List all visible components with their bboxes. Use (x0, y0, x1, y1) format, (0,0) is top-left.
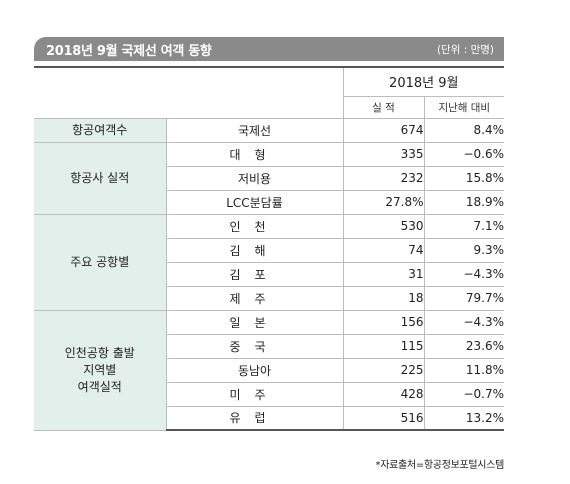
table-row: 김해 74 9.3% (34, 238, 505, 263)
group-label-line: 항공여객수 (72, 122, 128, 137)
group-label-line: 주요 공항별 (70, 254, 130, 269)
actual-value: 428 (343, 382, 425, 407)
actual-value: 18 (343, 286, 425, 311)
table-title-bar: 2018년 9월 국제선 여객 동향 (단위 : 만명) (34, 37, 504, 61)
row-label: 동남아 (165, 358, 344, 383)
group-label: 주요 공항별 (34, 214, 166, 311)
actual-value: 31 (343, 262, 425, 287)
group-label-line: 인천공항 출발 (64, 345, 135, 360)
table-row: 저비용 232 15.8% (34, 166, 505, 191)
group-label: 항공여객수 (34, 118, 166, 143)
table-row: 항공사 실적 대형 335 −0.6% (34, 142, 505, 215)
table-row: 항공여객수 국제선 674 8.4% (34, 118, 505, 143)
actual-value: 335 (343, 142, 425, 167)
actual-value: 674 (343, 118, 425, 143)
row-label: 김포 (165, 262, 344, 287)
yoy-change-value: 7.1% (424, 214, 505, 239)
table-row: 김포 31 −4.3% (34, 262, 505, 287)
group-label-line: 항공사 실적 (70, 170, 130, 185)
yoy-change-value: 8.4% (424, 118, 505, 143)
actual-column-header: 실 적 (342, 96, 424, 119)
table-row: 미주 428 −0.7% (34, 382, 505, 407)
row-label: 제주 (165, 286, 344, 311)
table-body: 항공여객수 국제선 674 8.4% 항공사 실적 대형 335 −0.6% 저비용 232 15.… (34, 118, 505, 431)
unit-note: (단위 : 만명) (436, 43, 494, 56)
group-label-line: 여객실적 (77, 379, 122, 394)
yoy-change-value: −0.7% (424, 382, 505, 407)
yoy-change-value: 15.8% (424, 166, 505, 191)
yoy-change-value: −4.3% (424, 310, 505, 335)
actual-value: 225 (343, 358, 425, 383)
yoy-change-value: 79.7% (424, 286, 505, 311)
table-row: 주요 공항별 인천 530 7.1% (34, 214, 505, 311)
header-blank-cell (34, 66, 344, 119)
table-row: 중국 115 23.6% (34, 334, 505, 359)
row-label: 중국 (165, 334, 344, 359)
actual-value: 516 (343, 406, 425, 431)
yoy-change-value: 9.3% (424, 238, 505, 263)
table-row: 유럽 516 13.2% (34, 406, 505, 431)
yoy-column-header: 지난해 대비 (423, 96, 505, 119)
row-label: 유럽 (165, 406, 344, 431)
yoy-change-value: 11.8% (424, 358, 505, 383)
group-label: 항공사 실적 (34, 142, 166, 215)
table-row: 인천공항 출발 지역별 여객실적 일본 156 −4.3% (34, 310, 505, 431)
row-label: 미주 (165, 382, 344, 407)
row-label: 대형 (165, 142, 344, 167)
yoy-change-value: −4.3% (424, 262, 505, 287)
source-footnote: *자료출처=항공정보포털시스템 (375, 460, 505, 471)
actual-value: 232 (343, 166, 425, 191)
group-label-line: 지역별 (83, 362, 117, 377)
yoy-change-value: 18.9% (424, 190, 505, 215)
actual-value: 156 (343, 310, 425, 335)
yoy-change-value: −0.6% (424, 142, 505, 167)
period-header: 2018년 9월 (342, 66, 505, 97)
yoy-change-value: 23.6% (424, 334, 505, 359)
actual-value: 115 (343, 334, 425, 359)
table-row: 제주 18 79.7% (34, 286, 505, 311)
yoy-change-value: 13.2% (424, 406, 505, 431)
row-label: 일본 (165, 310, 344, 335)
table-row: LCC분담률 27.8% 18.9% (34, 190, 505, 215)
row-label: 인천 (165, 214, 344, 239)
actual-value: 530 (343, 214, 425, 239)
row-label: 저비용 (165, 166, 344, 191)
table-row: 동남아 225 11.8% (34, 358, 505, 383)
row-label: LCC분담률 (165, 190, 344, 215)
table-title: 2018년 9월 국제선 여객 동향 (46, 43, 212, 59)
actual-value: 74 (343, 238, 425, 263)
row-label: 국제선 (165, 118, 344, 143)
passenger-stats-table: 2018년 9월 실 적 지난해 대비 항공여객수 국제선 674 8.4% 항공사 실… (34, 66, 505, 431)
actual-value: 27.8% (343, 190, 425, 215)
row-label: 김해 (165, 238, 344, 263)
